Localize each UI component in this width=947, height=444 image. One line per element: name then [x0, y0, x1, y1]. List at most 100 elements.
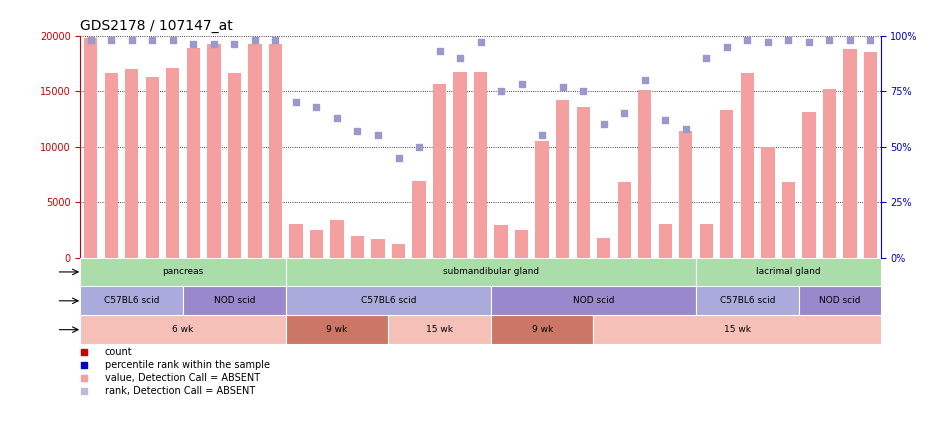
Bar — [617, 182, 631, 258]
Bar — [331, 220, 344, 258]
Bar — [515, 230, 528, 258]
Bar — [84, 38, 98, 258]
Point — [720, 43, 735, 50]
Point — [760, 39, 776, 46]
Point — [432, 48, 447, 55]
Bar — [183, 286, 286, 315]
Text: 6 wk: 6 wk — [172, 325, 194, 334]
Point — [843, 36, 858, 44]
Point — [863, 36, 878, 44]
Bar — [494, 226, 508, 258]
Text: C57BL6 scid: C57BL6 scid — [104, 296, 159, 305]
Text: NOD scid: NOD scid — [214, 296, 255, 305]
Bar — [350, 236, 365, 258]
Bar — [286, 286, 491, 315]
Point — [616, 110, 632, 117]
Bar — [104, 73, 118, 258]
Point — [206, 41, 222, 48]
Bar — [80, 315, 286, 344]
Bar — [798, 286, 881, 315]
Bar — [700, 224, 713, 258]
Text: C57BL6 scid: C57BL6 scid — [720, 296, 775, 305]
Bar — [577, 107, 590, 258]
Bar — [696, 286, 798, 315]
Bar — [248, 44, 261, 258]
Bar — [679, 131, 692, 258]
Text: percentile rank within the sample: percentile rank within the sample — [104, 360, 270, 370]
Bar — [454, 72, 467, 258]
Bar — [535, 141, 549, 258]
Point — [493, 87, 509, 95]
Text: value, Detection Call = ABSENT: value, Detection Call = ABSENT — [104, 373, 259, 383]
Point — [637, 76, 652, 83]
Point — [247, 36, 262, 44]
Point — [535, 132, 550, 139]
Point — [597, 121, 612, 128]
Bar — [227, 73, 241, 258]
Bar — [491, 286, 696, 315]
Bar — [286, 258, 696, 286]
Point — [801, 39, 816, 46]
Bar — [594, 315, 881, 344]
Text: NOD scid: NOD scid — [573, 296, 615, 305]
Text: lacrimal gland: lacrimal gland — [756, 267, 821, 277]
Bar — [80, 286, 183, 315]
Bar — [286, 315, 388, 344]
Point — [678, 125, 693, 132]
Bar — [864, 52, 877, 258]
Point — [474, 39, 489, 46]
Text: pancreas: pancreas — [163, 267, 204, 277]
Bar — [289, 224, 303, 258]
Bar — [556, 100, 569, 258]
Text: GDS2178 / 107147_at: GDS2178 / 107147_at — [80, 19, 233, 33]
Bar — [412, 181, 426, 258]
Bar — [761, 147, 775, 258]
Point — [740, 36, 755, 44]
Point — [412, 143, 427, 150]
Point — [309, 103, 324, 110]
Text: C57BL6 scid: C57BL6 scid — [361, 296, 416, 305]
Text: 15 wk: 15 wk — [724, 325, 751, 334]
Point — [699, 54, 714, 61]
Bar — [781, 182, 795, 258]
Point — [781, 36, 796, 44]
Bar — [207, 44, 221, 258]
Point — [268, 36, 283, 44]
Bar — [371, 239, 384, 258]
Text: 9 wk: 9 wk — [327, 325, 348, 334]
Point — [391, 154, 406, 161]
Bar — [638, 90, 652, 258]
Point — [83, 36, 98, 44]
Point — [330, 114, 345, 121]
Point — [350, 127, 366, 135]
Bar — [146, 77, 159, 258]
Point — [124, 36, 139, 44]
Point — [186, 41, 201, 48]
Bar — [392, 244, 405, 258]
Point — [166, 36, 181, 44]
Bar — [388, 315, 491, 344]
Bar — [310, 230, 323, 258]
Text: NOD scid: NOD scid — [819, 296, 861, 305]
Point — [227, 41, 242, 48]
Point — [514, 81, 529, 88]
Point — [370, 132, 385, 139]
Bar — [597, 238, 611, 258]
Point — [104, 36, 119, 44]
Bar — [696, 258, 881, 286]
Bar — [823, 89, 836, 258]
Bar — [491, 315, 594, 344]
Text: count: count — [104, 348, 133, 357]
Bar — [166, 68, 180, 258]
Point — [145, 36, 160, 44]
Text: rank, Detection Call = ABSENT: rank, Detection Call = ABSENT — [104, 385, 255, 396]
Bar — [843, 49, 857, 258]
Text: 9 wk: 9 wk — [531, 325, 553, 334]
Bar — [658, 224, 672, 258]
Bar — [802, 112, 815, 258]
Bar — [125, 69, 138, 258]
Point — [822, 36, 837, 44]
Text: submandibular gland: submandibular gland — [443, 267, 539, 277]
Point — [576, 87, 591, 95]
Point — [658, 116, 673, 123]
